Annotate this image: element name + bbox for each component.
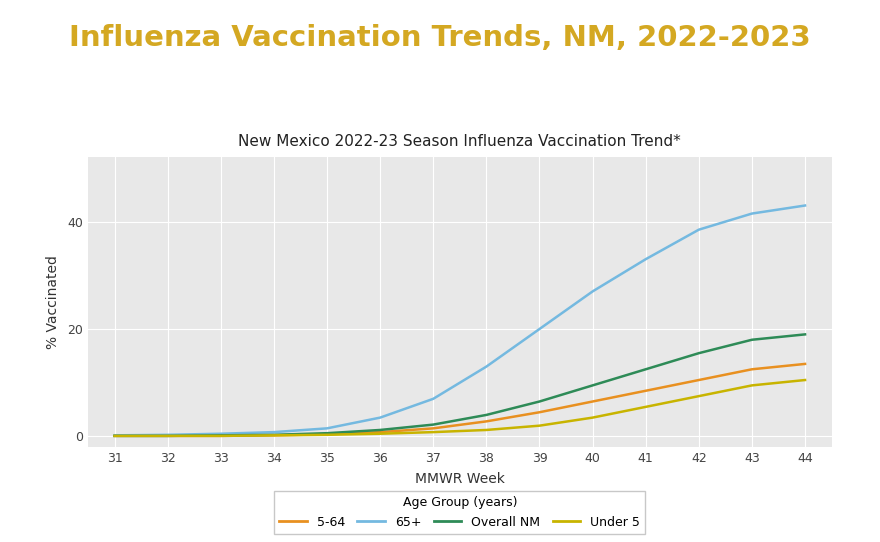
Legend: 5-64, 65+, Overall NM, Under 5: 5-64, 65+, Overall NM, Under 5 [275,492,645,534]
Text: Influenza Vaccination Trends, NM, 2022-2023: Influenza Vaccination Trends, NM, 2022-2… [70,24,810,53]
Title: New Mexico 2022-23 Season Influenza Vaccination Trend*: New Mexico 2022-23 Season Influenza Vacc… [238,134,681,149]
X-axis label: MMWR Week: MMWR Week [414,472,505,486]
Y-axis label: % Vaccinated: % Vaccinated [47,255,61,349]
